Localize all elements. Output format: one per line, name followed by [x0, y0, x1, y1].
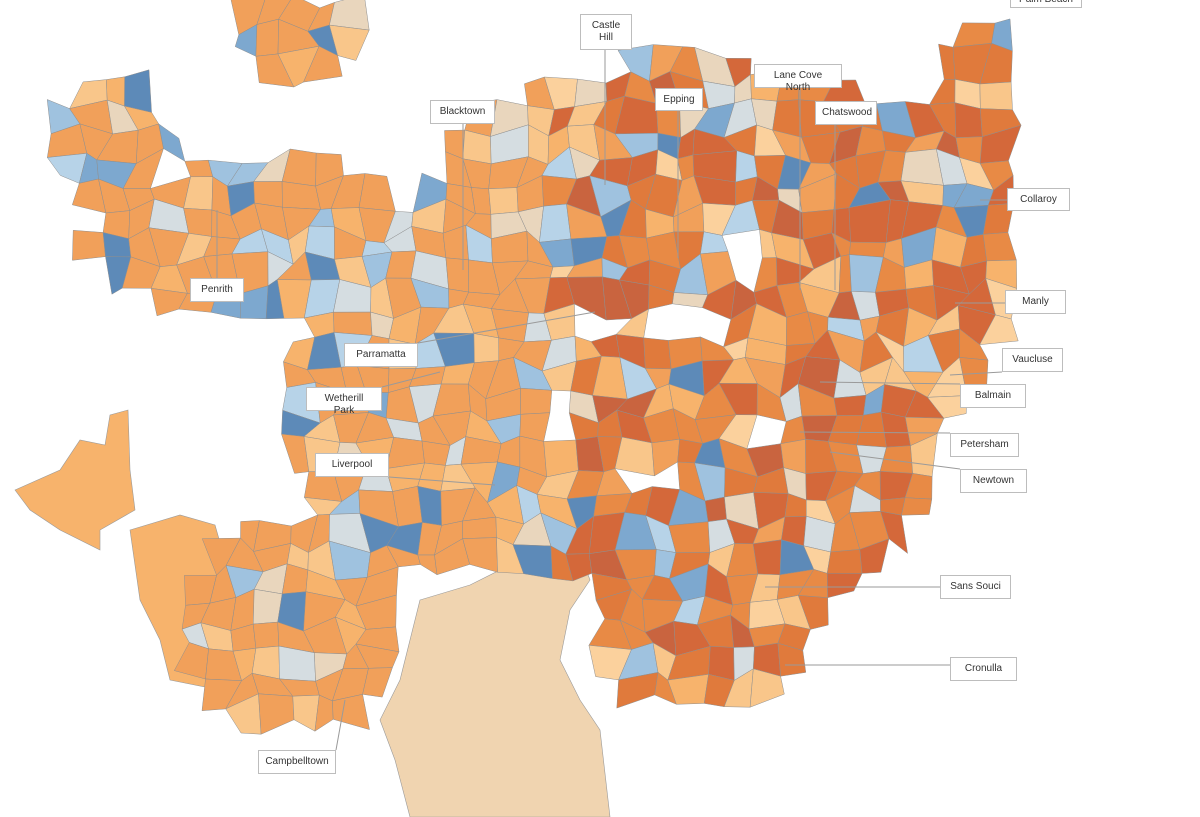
suburb-label: Collaroy [1007, 188, 1070, 211]
suburb [488, 187, 519, 215]
suburb-label: Newtown [960, 469, 1027, 493]
leader-line [829, 451, 961, 470]
suburb [358, 173, 396, 212]
suburb [749, 668, 785, 708]
suburb [184, 159, 214, 178]
suburb-label: Petersham [950, 433, 1019, 457]
suburb [797, 595, 829, 630]
suburb [417, 554, 438, 576]
leader-line [388, 476, 496, 486]
suburb-label: Castle Hill [580, 14, 632, 50]
suburb-label: Chatswood [815, 101, 877, 125]
suburb-label: Lane Cove North [754, 64, 842, 93]
suburb [332, 694, 370, 730]
suburb [826, 573, 863, 599]
suburb [150, 288, 188, 317]
suburb [704, 496, 727, 522]
suburb [158, 123, 186, 162]
suburb [938, 43, 956, 80]
suburb [982, 232, 1017, 262]
suburb-label: Penrith [190, 278, 244, 302]
suburb-label: Blacktown [430, 100, 495, 124]
suburb [880, 510, 908, 554]
suburb [462, 537, 498, 573]
suburb [252, 588, 283, 625]
leader-line [799, 431, 951, 434]
suburb-label: Wetherill Park [306, 387, 382, 416]
suburb-label: Vaucluse [1002, 348, 1063, 372]
suburb [826, 549, 863, 574]
leader-line [949, 371, 1003, 376]
suburb [333, 311, 373, 336]
suburb-label: Palm Beach [1010, 0, 1082, 8]
suburb [672, 292, 709, 308]
suburb-label: Balmain [960, 384, 1026, 408]
suburb [329, 24, 370, 61]
suburb [833, 394, 867, 416]
leader-line [381, 371, 441, 388]
suburb [252, 621, 280, 649]
suburb [72, 230, 106, 261]
suburb [614, 436, 655, 477]
suburb [643, 337, 672, 370]
suburb [539, 203, 572, 243]
suburb [901, 497, 933, 516]
suburb-label: Epping [655, 88, 703, 111]
suburb-label: Campbelltown [258, 750, 336, 774]
suburb [473, 333, 500, 363]
leader-line [417, 311, 596, 344]
suburb [255, 18, 279, 57]
suburb [329, 0, 370, 31]
leader-line [335, 699, 346, 751]
suburb-label: Parramatta [344, 343, 418, 367]
suburb [859, 538, 890, 574]
suburb-label: Manly [1005, 290, 1066, 314]
suburb [979, 81, 1013, 111]
leader-line [819, 381, 961, 385]
suburb [651, 438, 680, 477]
suburb [303, 45, 343, 83]
west-region [14, 409, 136, 551]
suburb [929, 78, 956, 105]
suburb [124, 69, 152, 113]
suburb [668, 521, 711, 553]
suburb [777, 642, 807, 677]
suburb [927, 395, 968, 419]
suburb [445, 257, 469, 293]
suburb-label: Liverpool [315, 453, 389, 477]
suburb [462, 516, 497, 539]
suburb [520, 387, 553, 415]
suburb [258, 693, 295, 735]
suburb [752, 539, 782, 576]
suburb-label: Cronulla [950, 657, 1017, 681]
suburb [362, 667, 393, 698]
suburb [900, 148, 944, 186]
suburb [421, 440, 451, 466]
suburb [954, 102, 983, 138]
suburb-label: Sans Souci [940, 575, 1011, 599]
suburb [979, 314, 1019, 345]
